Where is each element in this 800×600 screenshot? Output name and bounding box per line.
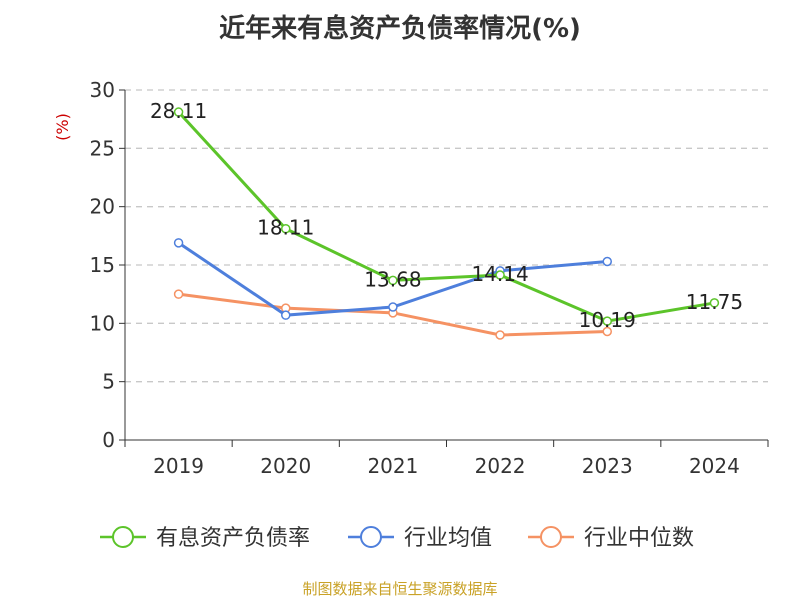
legend-item: 有息资产负债率	[100, 526, 310, 551]
data-point	[281, 310, 291, 320]
axes: 0 5 10 15 20 25 30 (%) 2019 2020 2021 2022 2023 2024	[53, 78, 769, 478]
data-point	[388, 275, 398, 286]
data-point	[495, 330, 505, 340]
y-tick-label: 5	[102, 370, 115, 394]
data-point	[388, 302, 398, 312]
data-point	[495, 270, 505, 280]
data-point	[709, 298, 720, 308]
data-labels: 28.11 18.11 13.68 14.14 10.19 11.75	[150, 99, 743, 332]
y-tick-label: 0	[102, 428, 115, 452]
data-point	[602, 326, 612, 337]
data-point	[173, 107, 184, 117]
x-tick-label: 2021	[367, 454, 418, 478]
data-point	[602, 256, 612, 267]
x-tick-label: 2020	[260, 454, 311, 478]
legend-item: 行业均值	[348, 526, 492, 551]
y-tick-label: 15	[90, 253, 115, 277]
series-lines	[173, 107, 720, 340]
y-tick-label: 10	[90, 311, 115, 335]
data-point	[602, 316, 612, 326]
legend-label: 行业均值	[404, 526, 492, 551]
grid-lines	[125, 89, 768, 383]
legend-label: 行业中位数	[584, 526, 694, 551]
y-tick-label: 25	[90, 136, 115, 160]
chart-title: 近年来有息资产负债率情况(%)	[219, 14, 581, 44]
data-label: 28.11	[150, 99, 207, 123]
data-label: 11.75	[686, 290, 743, 314]
data-point	[281, 223, 291, 234]
legend-swatch-marker	[360, 526, 382, 548]
legend-item: 行业中位数	[528, 526, 694, 551]
source-note: 制图数据来自恒生聚源数据库	[302, 580, 498, 598]
x-tick-label: 2019	[153, 454, 204, 478]
legend-swatch-marker	[112, 526, 134, 548]
y-tick-label: 30	[90, 78, 115, 102]
x-tick-label: 2022	[475, 454, 526, 478]
data-label: 14.14	[471, 262, 528, 286]
data-label: 10.19	[579, 308, 636, 332]
y-tick-label: 20	[90, 195, 115, 219]
data-point	[173, 238, 184, 248]
x-tick-label: 2024	[689, 454, 740, 478]
y-axis-label: (%)	[53, 113, 72, 141]
series-line	[177, 111, 715, 323]
legend-label: 有息资产负债率	[156, 526, 310, 551]
data-label: 18.11	[257, 216, 314, 240]
legend-swatch-marker	[540, 526, 562, 548]
data-label: 13.68	[364, 267, 421, 291]
data-point	[173, 289, 184, 299]
legend: 有息资产负债率 行业均值 行业中位数	[100, 526, 694, 551]
x-tick-label: 2023	[582, 454, 633, 478]
